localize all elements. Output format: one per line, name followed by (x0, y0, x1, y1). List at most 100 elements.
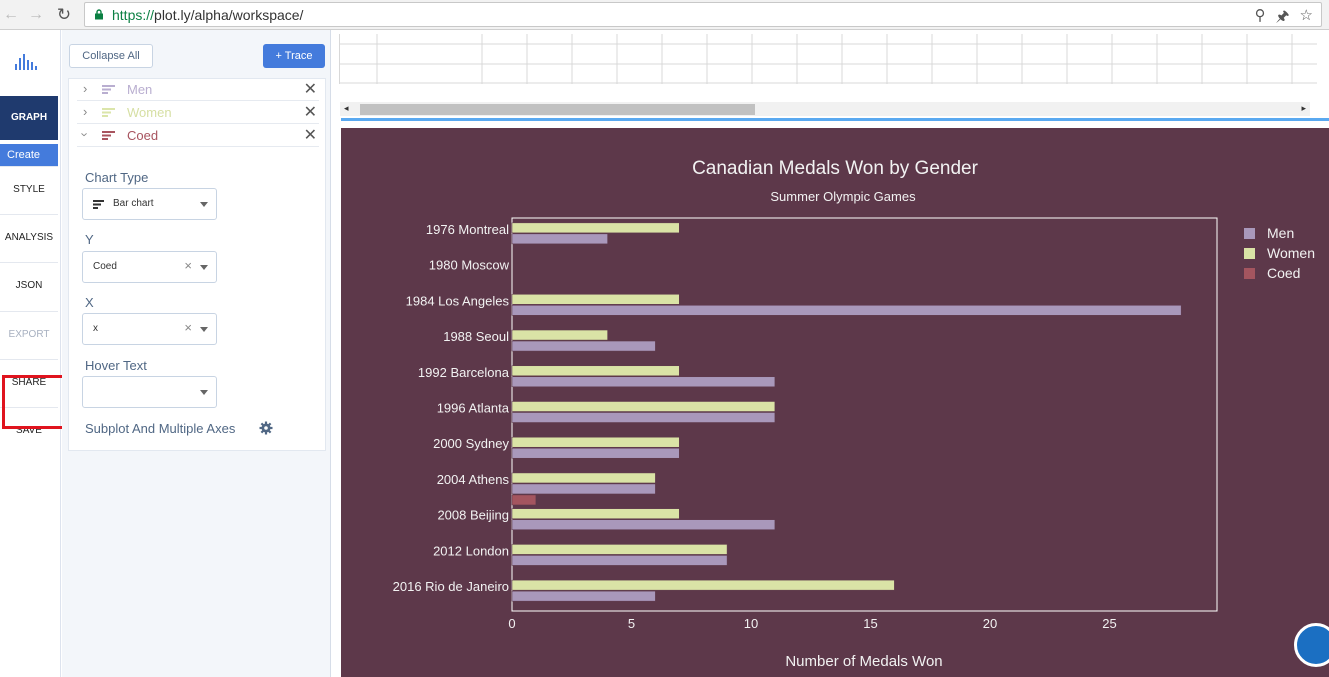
caret-down-icon (200, 390, 208, 395)
browser-toolbar: ← → ↻ https://plot.ly/alpha/workspace/ ⚲… (0, 0, 1329, 30)
back-icon[interactable]: ← (3, 6, 19, 23)
bar-women (511, 544, 728, 555)
grid-cells[interactable] (339, 34, 1317, 84)
chart-area: Canadian Medals Won by Gender Summer Oly… (341, 128, 1329, 677)
bar-trace-icon (102, 85, 115, 94)
y-value: Coed (93, 261, 117, 272)
trace-row-women[interactable]: › Women ✕ (77, 102, 319, 124)
trace-row-men[interactable]: › Men ✕ (77, 79, 319, 101)
hover-text-dropdown[interactable] (82, 376, 217, 408)
bar-women (511, 401, 776, 412)
close-icon[interactable]: ✕ (303, 127, 317, 144)
zoom-icon[interactable]: ⚲ (1254, 7, 1266, 24)
bar-women (511, 294, 680, 305)
nav-json[interactable]: JSON (0, 262, 58, 308)
scroll-right-icon[interactable]: ▸ (1301, 103, 1306, 113)
bar-chart-icon (93, 200, 104, 209)
nav-graph[interactable]: GRAPH (0, 96, 58, 140)
hover-text-label: Hover Text (85, 358, 147, 373)
y-dropdown[interactable]: Coed × (82, 251, 217, 283)
scroll-left-icon[interactable]: ◂ (344, 103, 349, 113)
x-tick-label: 0 (508, 616, 515, 631)
url-path: plot.ly/alpha/workspace/ (154, 7, 304, 23)
trace-list: › Men ✕ › Women ✕ › Coed ✕ Chart Type Ba… (68, 78, 326, 451)
help-chat-button[interactable] (1294, 623, 1329, 667)
add-trace-button[interactable]: + Trace (263, 44, 325, 68)
horizontal-scrollbar[interactable]: ◂ ▸ (340, 102, 1310, 116)
legend-swatch (1244, 268, 1255, 279)
y-tick-label: 1988 Seoul (443, 329, 509, 344)
nav-create[interactable]: Create (0, 144, 58, 166)
trace-name: Coed (127, 128, 159, 143)
x-axis-title: Number of Medals Won (785, 653, 942, 670)
bar-chart[interactable]: Canadian Medals Won by Gender Summer Oly… (341, 128, 1329, 677)
nav-save[interactable]: SAVE (0, 407, 58, 453)
y-tick-label: 1996 Atlanta (437, 401, 510, 416)
x-label: X (85, 295, 94, 310)
x-tick-label: 10 (744, 616, 758, 631)
legend-swatch (1244, 228, 1255, 239)
nav-analysis[interactable]: ANALYSIS (0, 214, 58, 260)
legend-label: Women (1267, 245, 1315, 261)
collapse-all-button[interactable]: Collapse All (69, 44, 153, 68)
y-tick-label: 1980 Moscow (429, 258, 510, 273)
nav-share[interactable]: SHARE (0, 359, 58, 405)
address-bar[interactable]: https://plot.ly/alpha/workspace/ ⚲ 🖈 ☆ (84, 2, 1322, 27)
pane-divider[interactable] (341, 118, 1329, 121)
forward-icon[interactable]: → (28, 6, 44, 23)
bar-women (511, 508, 680, 519)
url-scheme: https:// (112, 7, 155, 23)
bar-women (511, 472, 656, 484)
y-tick-label: 1984 Los Angeles (406, 293, 510, 308)
x-tick-label: 5 (628, 616, 635, 631)
clear-icon[interactable]: × (184, 320, 192, 335)
save-highlight-box (2, 375, 69, 429)
y-tick-label: 2008 Beijing (437, 508, 509, 523)
extension-icon[interactable]: 🖈 (1275, 8, 1290, 25)
trace-name: Men (127, 82, 153, 97)
chart-subtitle: Summer Olympic Games (770, 189, 916, 204)
bar-women (511, 579, 895, 591)
nav-export[interactable]: EXPORT (0, 311, 58, 357)
bookmark-star-icon[interactable]: ☆ (1299, 7, 1313, 24)
caret-down-icon (200, 202, 208, 207)
scrollbar-thumb[interactable] (360, 104, 755, 115)
nav-style[interactable]: STYLE (0, 166, 58, 212)
caret-down-icon (200, 327, 208, 332)
bar-men (511, 590, 656, 602)
y-label: Y (85, 232, 94, 247)
y-tick-label: 2000 Sydney (433, 436, 509, 451)
bar-men (511, 447, 680, 459)
trace-panel: Collapse All + Trace › Men ✕ › Women ✕ ›… (62, 30, 331, 677)
y-tick-label: 2004 Athens (437, 472, 510, 487)
y-tick-label: 2016 Rio de Janeiro (393, 579, 509, 594)
legend-label: Men (1267, 225, 1294, 241)
bar-trace-icon (102, 108, 115, 117)
y-tick-label: 1992 Barcelona (418, 365, 510, 380)
bar-women (511, 222, 680, 234)
close-icon[interactable]: ✕ (303, 104, 317, 121)
x-tick-label: 25 (1102, 616, 1116, 631)
y-tick-label: 2012 London (433, 543, 509, 558)
x-dropdown[interactable]: x × (82, 313, 217, 345)
subplot-label[interactable]: Subplot And Multiple Axes (85, 421, 236, 436)
bar-men (511, 376, 776, 388)
bar-men (511, 483, 656, 495)
gear-icon[interactable] (259, 421, 273, 435)
bar-coed (511, 494, 537, 506)
trace-name: Women (127, 105, 172, 120)
clear-icon[interactable]: × (184, 258, 192, 273)
legend-swatch (1244, 248, 1255, 259)
bar-men (511, 519, 776, 530)
chevron-right-icon[interactable]: › (83, 104, 88, 119)
reload-icon[interactable]: ↻ (56, 5, 72, 24)
plotly-logo-icon[interactable] (13, 52, 39, 72)
chevron-right-icon[interactable]: › (83, 81, 88, 96)
x-value: x (93, 323, 98, 334)
trace-row-coed[interactable]: › Coed ✕ (77, 125, 319, 147)
chevron-down-icon[interactable]: › (77, 132, 93, 137)
close-icon[interactable]: ✕ (303, 81, 317, 98)
left-navigation: GRAPH Create STYLE ANALYSIS JSON EXPORT … (0, 30, 61, 677)
chart-type-dropdown[interactable]: Bar chart (82, 188, 217, 220)
bar-men (511, 340, 656, 352)
